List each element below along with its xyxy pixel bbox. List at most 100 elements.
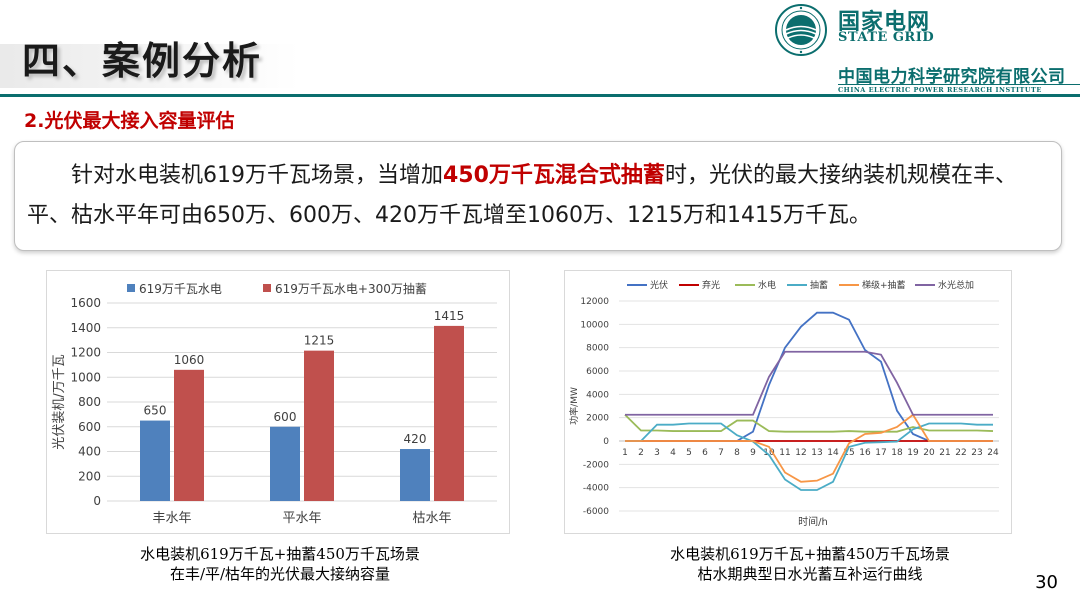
- x-tick-label: 12: [795, 448, 806, 458]
- y-tick-label: 2000: [586, 414, 609, 424]
- x-tick-label: 9: [750, 448, 756, 458]
- company-english-name: CHINA ELECTRIC POWER RESEARCH INSTITUTE: [838, 86, 1042, 94]
- y-tick-label: 1000: [70, 370, 101, 384]
- x-tick-label: 10: [763, 448, 775, 458]
- section-subtitle: 2.光伏最大接入容量评估: [24, 110, 235, 132]
- summary-text-part1: 针对水电装机619万千瓦场景，当增加: [71, 163, 443, 188]
- series-line: [624, 414, 994, 433]
- bar: [270, 426, 300, 501]
- y-tick-label: 10000: [580, 320, 609, 330]
- y-tick-label: 1400: [70, 321, 101, 335]
- series-line: [625, 311, 993, 442]
- x-tick-label: 3: [654, 448, 660, 458]
- bar-data-label: 650: [144, 404, 167, 418]
- x-tick-label: 8: [734, 448, 740, 458]
- company-chinese-name: 中国电力科学研究院有限公司: [838, 67, 1066, 87]
- legend-swatch: [127, 284, 135, 292]
- y-tick-label: 1200: [70, 346, 101, 360]
- bar: [304, 350, 334, 501]
- y-tick-label: -6000: [583, 507, 609, 517]
- bar-data-label: 600: [274, 410, 297, 424]
- bar-data-label: 1060: [174, 353, 205, 367]
- bar-data-label: 1415: [434, 309, 465, 323]
- x-tick-label: 19: [907, 448, 919, 458]
- bar: [140, 420, 170, 501]
- y-tick-label: 12000: [580, 297, 609, 307]
- legend-swatch: [263, 284, 271, 292]
- summary-highlight: 450万千瓦混合式抽蓄: [443, 163, 665, 188]
- legend-label: 619万千瓦水电: [139, 282, 222, 296]
- logo-chinese-name: 国家电网: [838, 10, 931, 35]
- series-line: [625, 350, 993, 416]
- right-caption-line2: 枯水期典型日水光蓄互补运行曲线: [697, 565, 923, 583]
- x-tick-label: 2: [638, 448, 644, 458]
- left-caption-line1: 水电装机619万千瓦+抽蓄450万千瓦场景: [140, 545, 420, 563]
- legend-label: 水电: [758, 279, 776, 291]
- y-tick-label: 0: [93, 494, 101, 508]
- x-tick-label: 22: [955, 448, 966, 458]
- legend-label: 抽蓄: [810, 279, 828, 291]
- bar-chart-panel: 0 200 400 600 800 1000 1200 1400 1600 光伏装机/万千瓦 650…: [46, 270, 510, 534]
- legend-label: 水光总加: [938, 279, 974, 291]
- x-tick-label: 7: [718, 448, 724, 458]
- bar: [434, 325, 464, 501]
- bar-data-label: 420: [404, 432, 427, 446]
- left-chart-caption: 水电装机619万千瓦+抽蓄450万千瓦场景 在丰/平/枯年的光伏最大接纳容量: [70, 544, 490, 584]
- right-caption-line1: 水电装机619万千瓦+抽蓄450万千瓦场景: [670, 545, 950, 563]
- y-tick-label: 4000: [586, 390, 609, 400]
- y-tick-label: 600: [78, 420, 101, 434]
- line-chart: -6000-4000-20000200040006000800010000120…: [568, 279, 999, 528]
- page-title: 四、案例分析: [22, 39, 263, 83]
- company-underline: [838, 84, 1080, 85]
- x-tick-label: 16: [859, 448, 871, 458]
- x-tick-label: 14: [827, 448, 839, 458]
- summary-box: 针对水电装机619万千瓦场景，当增加450万千瓦混合式抽蓄时，光伏的最大接纳装机…: [14, 141, 1062, 251]
- x-category-label: 平水年: [282, 511, 321, 526]
- y-tick-label: 0: [603, 437, 609, 447]
- x-tick-label: 23: [971, 448, 982, 458]
- bar-data-label: 1215: [304, 334, 335, 348]
- x-tick-label: 4: [670, 448, 676, 458]
- series-line: [625, 422, 993, 491]
- bar: [400, 449, 430, 501]
- x-tick-label: 24: [987, 448, 999, 458]
- x-tick-label: 15: [843, 448, 854, 458]
- legend-label: 弃光: [702, 279, 720, 291]
- x-category-label: 丰水年: [152, 511, 191, 526]
- x-tick-label: 21: [939, 448, 950, 458]
- state-grid-emblem-icon: [775, 4, 827, 56]
- x-axis-label: 时间/h: [798, 515, 828, 528]
- legend-label: 梯级+抽蓄: [862, 279, 906, 291]
- y-tick-label: 8000: [586, 344, 609, 354]
- header-separator: [0, 94, 1080, 97]
- bar: [174, 369, 204, 501]
- x-tick-label: 5: [686, 448, 692, 458]
- x-tick-label: 6: [702, 448, 708, 458]
- logo-english-name: STATE GRID: [838, 30, 935, 45]
- y-tick-label: -4000: [583, 484, 609, 494]
- page-number: 30: [1035, 572, 1058, 593]
- x-tick-label: 1: [622, 448, 628, 458]
- x-tick-label: 20: [923, 448, 935, 458]
- line-chart-panel: -6000 -4000 -2000 0 2000 4000 6000 8000 10000 120…: [564, 270, 1012, 534]
- x-tick-label: 17: [875, 448, 886, 458]
- summary-paragraph: 针对水电装机619万千瓦场景，当增加450万千瓦混合式抽蓄时，光伏的最大接纳装机…: [27, 156, 1057, 236]
- y-tick-label: 400: [78, 445, 101, 459]
- summary-text-part2: 时，光伏的最大接纳装机规模在丰、平、枯水平年可由650万、600万、420万千瓦…: [27, 163, 1017, 228]
- y-tick-label: 200: [78, 469, 101, 483]
- y-tick-label: 1600: [70, 296, 101, 310]
- title-shadow-decoration: [0, 44, 300, 88]
- x-tick-label: 13: [811, 448, 822, 458]
- y-tick-label: 800: [78, 395, 101, 409]
- x-tick-label: 11: [779, 448, 790, 458]
- legend-label: 619万千瓦水电+300万抽蓄: [275, 282, 427, 296]
- y-tick-label: 6000: [586, 367, 609, 377]
- legend-label: 光伏: [650, 279, 668, 291]
- y-axis-label: 光伏装机/万千瓦: [52, 354, 67, 449]
- y-axis-label: 功率/MW: [568, 387, 580, 425]
- y-tick-label: -2000: [583, 460, 609, 470]
- x-tick-label: 18: [891, 448, 903, 458]
- left-caption-line2: 在丰/平/枯年的光伏最大接纳容量: [169, 565, 391, 583]
- bar-chart: 0 200 400 600 800 1000 1200 1400 1600 光伏装机/万千瓦 650…: [52, 282, 497, 526]
- right-chart-caption: 水电装机619万千瓦+抽蓄450万千瓦场景 枯水期典型日水光蓄互补运行曲线: [600, 544, 1020, 584]
